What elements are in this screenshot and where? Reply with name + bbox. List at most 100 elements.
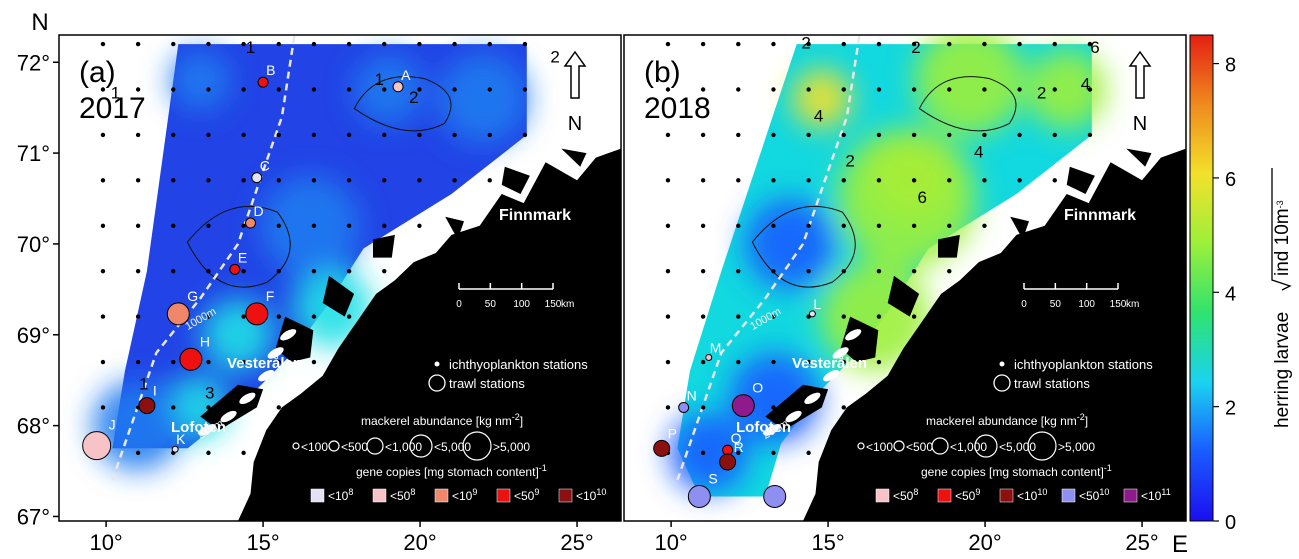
lon-tick-label: 15° [246,530,279,555]
contour-label: 4 [814,106,823,125]
trawl-station-marker [731,394,755,418]
station-dot [241,450,246,456]
station-dot [241,268,246,274]
hotspot [437,53,528,144]
hotspot [260,175,361,276]
legend-gene-swatch [875,488,890,503]
legend-size-circle [462,431,492,461]
hotspot [1026,49,1107,130]
station-dot [100,87,106,92]
station-dot [346,223,352,228]
station-dot [876,314,882,319]
station-dot [736,87,741,92]
station-dot [135,132,141,138]
station-dot [241,41,246,47]
station-dot [947,359,952,365]
station-dot [417,41,422,47]
legend-size-circle [893,440,905,452]
station-dot [522,359,528,365]
legend-gene-exponent: 8 [913,487,918,497]
legend-size-label: <500 [906,440,933,454]
station-dot [487,314,492,319]
hotspot [836,128,977,269]
legend-gene-exponent: 9 [534,487,539,497]
island [1126,148,1152,167]
station-dot [806,41,811,47]
station-dot [382,41,387,47]
station-dot [311,132,317,138]
station-dot [947,132,952,138]
latitude-ticks: 67° 68° 69° 70° 71° 72° [17,50,59,529]
trawl-station-marker [719,453,737,471]
station-dot [876,359,882,365]
legend-size-label: <500 [341,440,368,454]
panel-tag: (b) [644,56,681,89]
mainland-coast [238,148,621,521]
station-dot [417,178,422,183]
legend-size-label: >5,000 [1058,440,1095,454]
station-dot [1017,359,1022,365]
legend-gene-swatch [999,488,1014,503]
station-dot [911,178,917,183]
legend-size-label: >5,000 [493,440,530,454]
trawl-station-marker [245,302,269,326]
trawl-station-label: A [401,67,411,83]
mackerel-unit-close: ] [1085,414,1088,428]
legend-station-dot [999,361,1005,367]
contour-label: 4 [974,143,983,162]
station-dot [736,268,741,274]
panel-a-frame [58,34,622,522]
station-dot [452,41,457,47]
station-dot [311,314,317,319]
island [1010,216,1029,240]
station-dot [276,132,281,138]
station-dot [135,178,141,183]
station-dot [135,450,141,456]
station-dot [311,178,317,183]
station-dot [206,405,211,410]
station-dot [206,87,211,92]
station-dot [911,359,917,365]
station-dot [982,314,987,319]
legend-gene-swatch [434,488,449,503]
station-dot [382,405,387,410]
map-legend: ichthyoplankton stations trawl stations ma… [857,357,1171,503]
station-dot [665,314,671,319]
station-dot [276,405,281,410]
contour-line [353,76,452,132]
legend-gene-swatch [937,488,952,503]
station-dot [487,41,492,47]
panel-year: 2017 [79,92,146,125]
contour-label: 1 [246,38,255,57]
station-dot [276,314,281,319]
trawl-station-marker [705,353,713,361]
station-dot [736,359,741,365]
legend-gene-exponent: 9 [472,487,477,497]
station-dot [452,359,457,365]
colorbar-tick-label: 8 [1225,55,1236,77]
station-dot [487,87,492,92]
trawl-station-label: P [668,425,677,441]
legend-gene-swatch [558,488,573,503]
island-shape [845,329,862,341]
station-dot [382,87,387,92]
station-dot [1087,178,1093,183]
lon-tick-label: 15° [811,530,844,555]
station-dot [665,178,671,183]
station-dot [241,132,246,138]
trawl-station-label: L [813,296,821,312]
legend-station-text: ichthyoplankton stations [449,357,588,372]
legend-gene-label: <108 [328,487,353,503]
island [1066,166,1095,194]
station-dot [241,359,246,365]
panel-b-frame [623,34,1187,522]
station-dot [1087,314,1093,319]
trawl-station-marker [245,217,257,229]
station-dot [841,223,846,228]
station-dot [487,359,492,365]
station-dot [452,268,457,274]
trawl-station-label: G [187,288,198,304]
station-dot [452,314,457,319]
station-dot [736,314,741,319]
